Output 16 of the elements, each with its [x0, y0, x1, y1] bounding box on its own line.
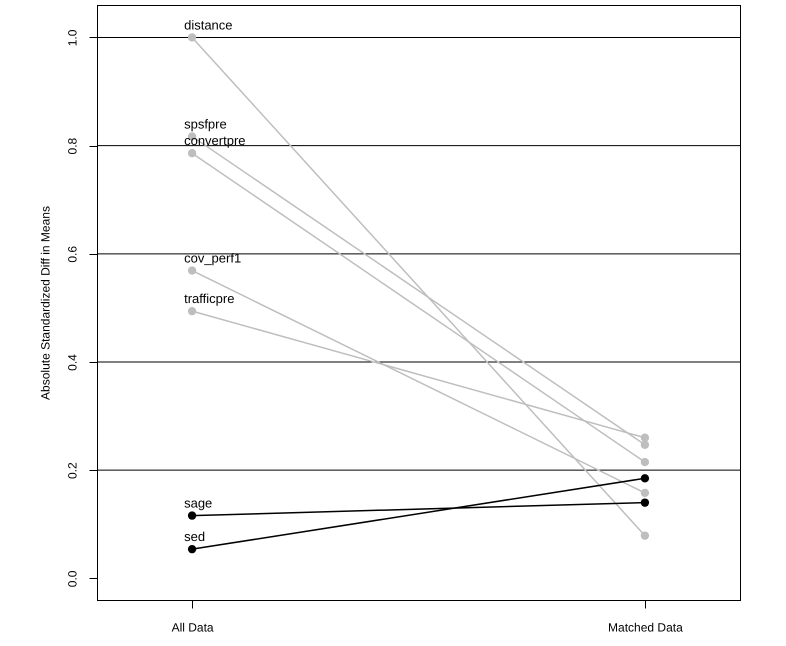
y-tick-label: 0.8 — [66, 137, 80, 154]
y-tick-label: 0.0 — [66, 570, 80, 588]
series-label: sage — [184, 496, 212, 511]
series-label: distance — [184, 17, 233, 32]
y-axis-title: Absolute Standardized Diff in Means — [38, 206, 52, 400]
y-tick-label: 1.0 — [66, 29, 80, 46]
x-tick-label: All Data — [172, 620, 214, 634]
series-label: trafficpre — [184, 291, 234, 306]
series-label: spsfpre — [184, 116, 227, 132]
series-label: cov_perf1 — [184, 250, 242, 266]
series-label: convertpre — [184, 133, 246, 148]
y-tick-label: 0.2 — [66, 462, 80, 480]
y-tick-label: 0.4 — [66, 354, 80, 371]
series-label: sed — [184, 529, 206, 544]
x-tick-label: Matched Data — [608, 620, 684, 634]
y-tick-label: 0.6 — [66, 246, 80, 263]
